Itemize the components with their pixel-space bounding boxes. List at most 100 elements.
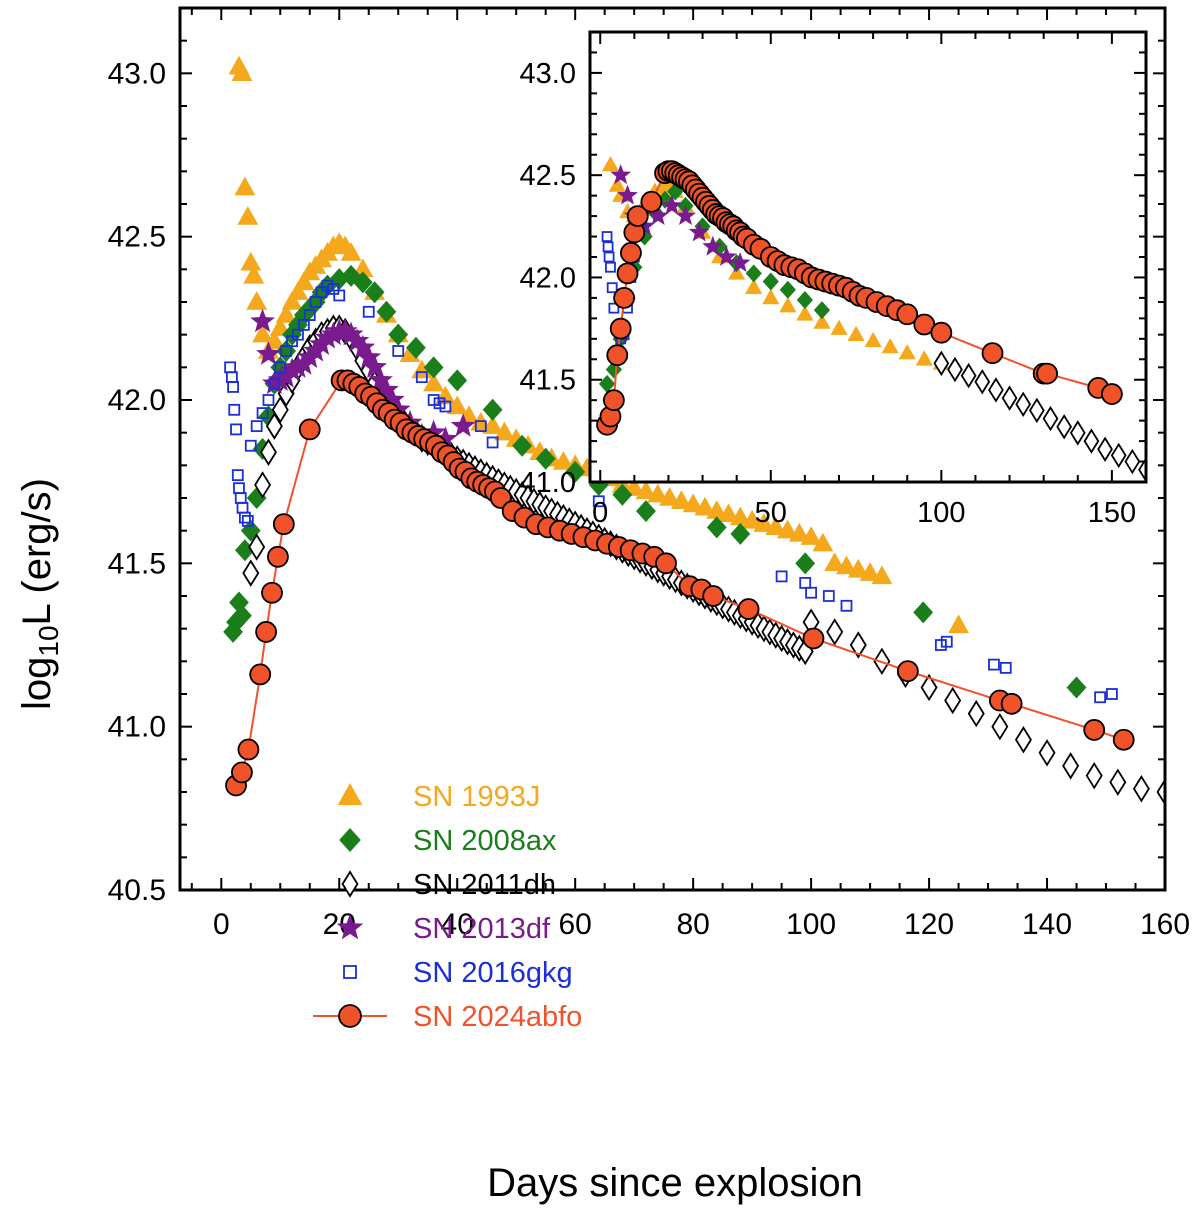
main-data-point-sn-2013df	[433, 426, 458, 450]
inset-data-point-sn-2016gkg	[602, 241, 614, 253]
legend-item-sn-2008ax: SN 2008ax	[339, 825, 557, 857]
main-data-point-sn-2016gkg	[274, 361, 287, 374]
main-data-point-sn-2016gkg	[940, 635, 953, 648]
inset-x-tick-label: 150	[1088, 497, 1136, 529]
main-data-point-sn-1993j	[281, 291, 303, 310]
main-data-point-sn-1993j	[482, 415, 504, 434]
main-data-point-sn-2013df	[368, 367, 393, 391]
main-data-point-sn-1993j	[948, 614, 970, 634]
main-data-point-sn-2008ax	[1066, 676, 1087, 699]
main-data-point-sn-1993j	[493, 421, 515, 441]
legend-item-sn-2024abfo: SN 2024abfo	[313, 1001, 582, 1033]
inset-data-point-sn-1993j	[601, 155, 620, 172]
main-data-layer	[223, 55, 1165, 806]
main-data-point-sn-2008ax	[612, 483, 633, 506]
main-x-tick-label: 140	[1022, 908, 1072, 941]
main-data-point-sn-2011dh	[248, 533, 266, 561]
main-data-point-sn-2016gkg	[227, 381, 239, 393]
inset-series-sn-2011dh	[933, 350, 1146, 482]
main-data-point-sn-1993j	[729, 506, 751, 526]
main-data-point-sn-2016gkg	[250, 420, 263, 433]
inset-data-point-sn-1993j	[813, 313, 831, 329]
main-data-point-sn-2016gkg	[486, 436, 499, 449]
main-data-point-sn-1993j	[293, 271, 315, 291]
inset-data-point-sn-1993j	[898, 344, 916, 360]
legend-marker-sn-2011dh	[341, 870, 359, 898]
legend-item-sn-2016gkg: SN 2016gkg	[343, 957, 573, 989]
inset-data-point-sn-2008ax	[813, 301, 831, 320]
inset-data-point-sn-2013df	[610, 164, 632, 185]
main-data-point-sn-2016gkg	[268, 377, 281, 390]
inset-data-point-sn-2024abfo	[981, 342, 1004, 365]
inset-data-point-sn-1993j	[608, 176, 626, 192]
main-x-tick-label: 160	[1140, 908, 1190, 941]
inset-data-point-sn-2024abfo	[640, 190, 663, 213]
inset-data-point-sn-1993j	[864, 331, 882, 348]
main-data-point-sn-2008ax	[565, 460, 586, 483]
inset-data-point-sn-2011dh	[1069, 420, 1086, 446]
main-data-point-sn-2011dh	[265, 412, 283, 440]
main-data-point-sn-1993j	[340, 242, 362, 261]
main-data-point-sn-2011dh	[1062, 752, 1080, 780]
inset-data-point-sn-2011dh	[960, 362, 977, 389]
main-data-point-sn-2008ax	[795, 552, 816, 575]
legend-label-sn-2016gkg: SN 2016gkg	[413, 957, 573, 989]
main-data-point-sn-2024abfo	[655, 552, 677, 575]
main-data-point-sn-2016gkg	[333, 289, 346, 302]
main-data-point-sn-2016gkg	[415, 371, 428, 384]
inset-data-point-sn-2011dh	[1015, 391, 1032, 417]
inset-y-tick-label: 42.5	[520, 160, 576, 192]
inset-background	[590, 32, 1146, 482]
main-data-point-sn-1993j	[800, 526, 822, 545]
main-data-point-sn-1993j	[287, 281, 309, 300]
main-data-point-sn-2013df	[262, 370, 287, 395]
inset-data-point-sn-2024abfo	[896, 303, 919, 326]
main-data-point-sn-2016gkg	[1094, 691, 1107, 704]
main-data-point-sn-1993j	[859, 562, 881, 581]
inset-x-tick-label: 100	[917, 497, 965, 529]
main-data-point-sn-2011dh	[1085, 761, 1103, 790]
main-data-point-sn-1993j	[706, 500, 728, 519]
inset-y-tick-label: 41.5	[520, 365, 576, 397]
main-data-point-sn-2016gkg	[241, 514, 254, 527]
main-data-point-sn-2024abfo	[1083, 719, 1106, 741]
main-data-point-sn-2013df	[421, 419, 446, 444]
inset-data-point-sn-2011dh	[1028, 397, 1045, 424]
main-data-point-sn-2024abfo	[237, 738, 260, 761]
main-data-point-sn-2024abfo	[702, 585, 725, 607]
inset-data-point-sn-2008ax	[762, 272, 779, 291]
main-data-point-sn-1993j	[753, 513, 775, 532]
inset-data-point-sn-2011dh	[1097, 436, 1113, 462]
inset-data-point-sn-2011dh	[1124, 448, 1141, 475]
inset-data-point-sn-2016gkg	[605, 261, 616, 273]
main-data-point-sn-1993j	[423, 372, 445, 392]
inset-data-point-sn-2011dh	[1042, 405, 1059, 432]
main-data-point-sn-1993j	[847, 558, 869, 578]
inset-data-point-sn-2013df	[688, 221, 710, 242]
main-series-sn-2024abfo	[225, 369, 1135, 797]
inset-data-point-sn-2013df	[661, 194, 683, 215]
main-data-point-sn-2011dh	[849, 631, 867, 659]
legend-marker-sn-2016gkg	[343, 965, 357, 979]
main-data-point-sn-2008ax	[913, 601, 934, 624]
main-data-point-sn-2016gkg	[362, 305, 375, 318]
legend-label-sn-2013df: SN 2013df	[413, 913, 551, 945]
inset-series-group	[596, 155, 1146, 482]
main-y-tick-label: 42.5	[108, 221, 166, 254]
inset-data-point-sn-2016gkg	[601, 231, 613, 242]
inset-data-point-sn-2008ax	[779, 280, 796, 299]
main-data-point-sn-2013df	[250, 308, 275, 333]
main-data-point-sn-2013df	[256, 341, 281, 365]
inset-data-point-sn-2024abfo	[609, 317, 632, 340]
main-data-point-sn-1993j	[231, 62, 253, 82]
inset-data-point-sn-2016gkg	[606, 282, 618, 294]
inset-data-point-sn-2008ax	[598, 374, 616, 393]
main-data-point-sn-2008ax	[706, 516, 727, 539]
inset-data-point-sn-1993j	[881, 338, 899, 354]
main-data-point-sn-2024abfo	[231, 761, 253, 784]
main-data-point-sn-2024abfo	[255, 621, 278, 643]
main-data-point-sn-2024abfo	[298, 418, 321, 441]
main-data-point-sn-2024abfo	[267, 545, 289, 568]
main-y-tick-label: 42.0	[108, 384, 166, 417]
